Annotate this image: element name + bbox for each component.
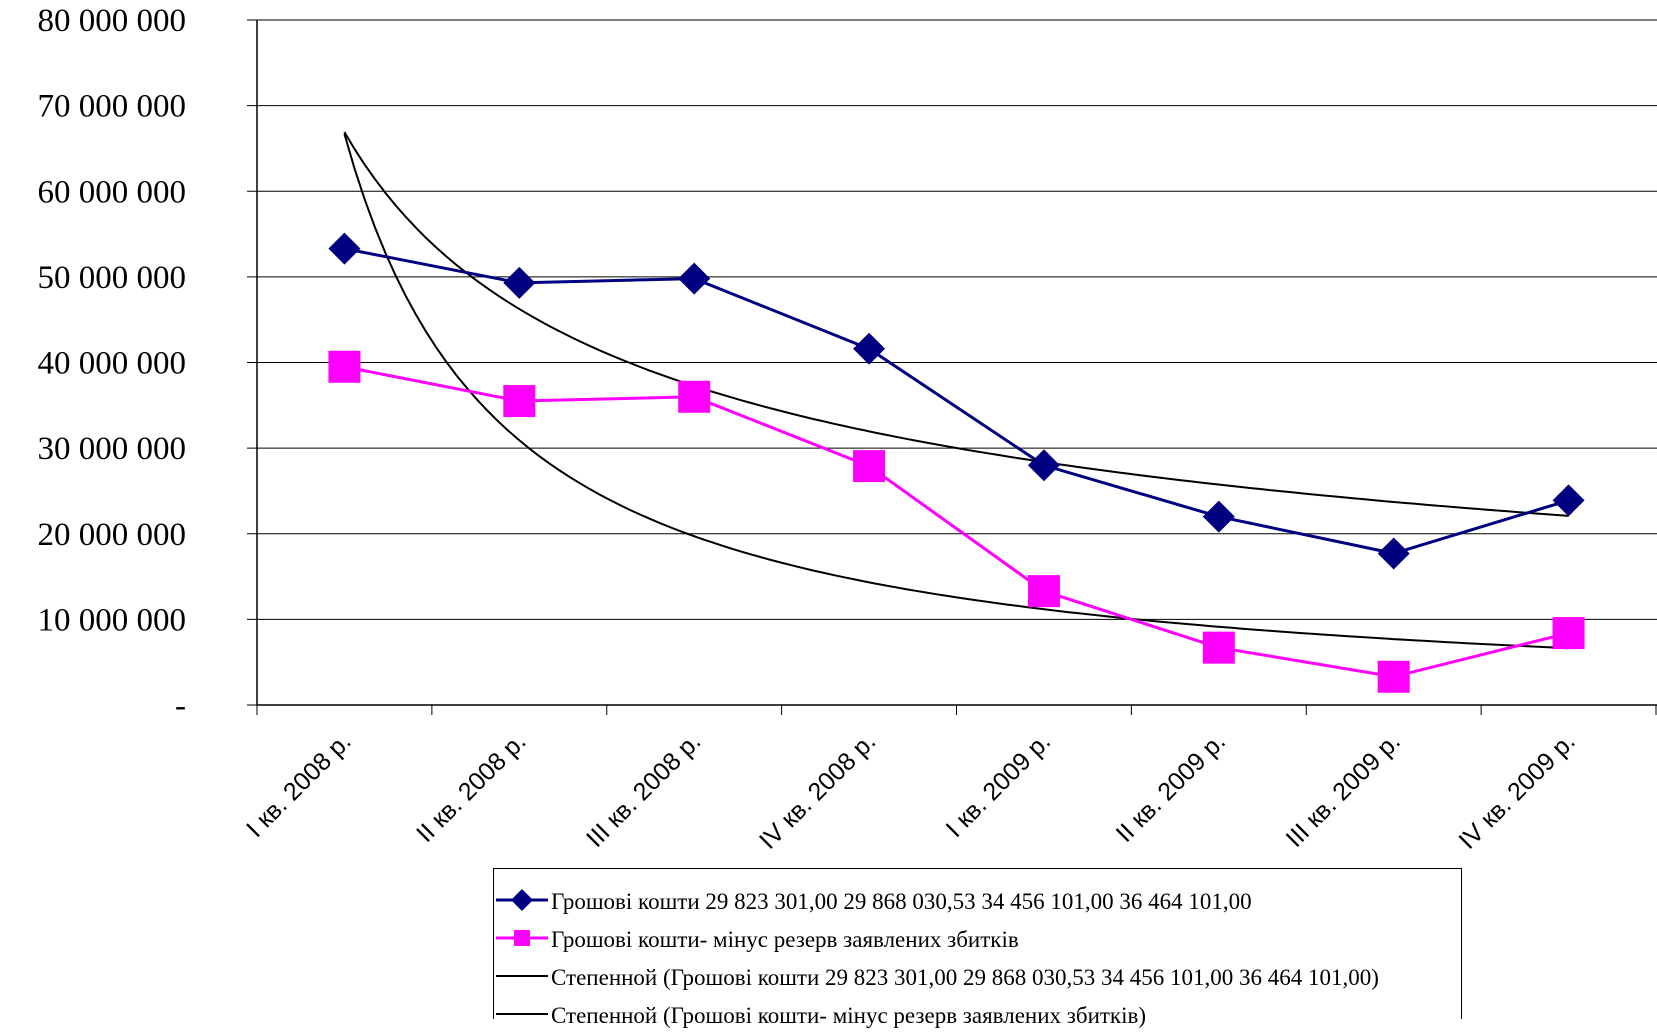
data-point-diamond xyxy=(1377,537,1410,570)
y-tick-label: - xyxy=(175,688,186,724)
legend-label-trend-2: Степенной (Грошові кошти- мінус резерв з… xyxy=(551,1003,1147,1028)
data-series xyxy=(328,232,1585,693)
legend-label-trend-1: Степенной (Грошові кошти 29 823 301,00 2… xyxy=(551,965,1379,990)
legend-line-icon xyxy=(496,975,548,977)
legend-item-trend-1: Степенной (Грошові кошти 29 823 301,00 2… xyxy=(494,959,1459,997)
legend-label-series-2: Грошові кошти- мінус резерв заявлених зб… xyxy=(551,927,1019,952)
data-point-square xyxy=(1552,617,1585,650)
data-point-diamond xyxy=(328,232,361,265)
data-point-diamond xyxy=(1552,484,1585,517)
x-tick-label: I кв. 2009 р. xyxy=(941,727,1057,843)
data-point-square xyxy=(503,385,536,418)
x-tick-label: IV кв. 2008 р. xyxy=(754,727,881,854)
x-tick-label: III кв. 2008 р. xyxy=(581,727,706,852)
x-tick-label: II кв. 2008 р. xyxy=(411,727,531,847)
data-point-square xyxy=(328,350,361,383)
data-point-diamond xyxy=(1027,449,1060,482)
y-tick-label: 10 000 000 xyxy=(38,602,187,638)
legend-item-series-1: Грошові кошти 29 823 301,00 29 868 030,5… xyxy=(494,883,1459,921)
x-tick-label: IV кв. 2009 р. xyxy=(1453,727,1580,854)
y-axis-ticks: 80 000 000 70 000 000 60 000 000 50 000 000… xyxy=(38,3,257,724)
trendlines xyxy=(343,131,1569,650)
data-point-square xyxy=(1202,631,1235,664)
y-tick-label: 60 000 000 xyxy=(38,174,187,210)
legend-marker-diamond-icon xyxy=(496,889,548,911)
data-point-diamond xyxy=(503,266,536,299)
data-point-square xyxy=(678,380,711,413)
trendline-1 xyxy=(343,131,1569,517)
data-point-square xyxy=(853,450,886,483)
x-axis-ticks: I кв. 2008 р. II кв. 2008 р. III кв. 2008 … xyxy=(241,705,1657,855)
series-line-1 xyxy=(344,247,1570,555)
series-line-2 xyxy=(344,365,1569,679)
data-point-square xyxy=(1027,575,1060,608)
data-point-diamond xyxy=(678,262,711,295)
x-tick-label: I кв. 2008 р. xyxy=(241,727,357,843)
x-tick-label: III кв. 2009 р. xyxy=(1281,727,1406,852)
x-tick-label: II кв. 2009 р. xyxy=(1111,727,1231,847)
legend-line-icon xyxy=(496,1013,548,1015)
y-tick-label: 40 000 000 xyxy=(38,346,187,382)
trendline-2 xyxy=(343,133,1569,650)
data-point-square xyxy=(1377,660,1410,693)
data-point-diamond xyxy=(853,332,886,365)
y-tick-label: 80 000 000 xyxy=(38,3,187,39)
y-tick-label: 30 000 000 xyxy=(38,431,187,467)
y-tick-label: 50 000 000 xyxy=(38,260,187,296)
legend: Грошові кошти 29 823 301,00 29 868 030,5… xyxy=(493,868,1462,1028)
legend-item-trend-2: Степенной (Грошові кошти- мінус резерв з… xyxy=(494,997,1459,1035)
legend-label-series-1: Грошові кошти 29 823 301,00 29 868 030,5… xyxy=(551,889,1252,914)
y-tick-label: 70 000 000 xyxy=(38,89,187,125)
legend-marker-square-icon xyxy=(496,930,548,946)
y-tick-label: 20 000 000 xyxy=(38,517,187,553)
data-point-diamond xyxy=(1202,500,1235,533)
legend-item-series-2: Грошові кошти- мінус резерв заявлених зб… xyxy=(494,921,1459,959)
